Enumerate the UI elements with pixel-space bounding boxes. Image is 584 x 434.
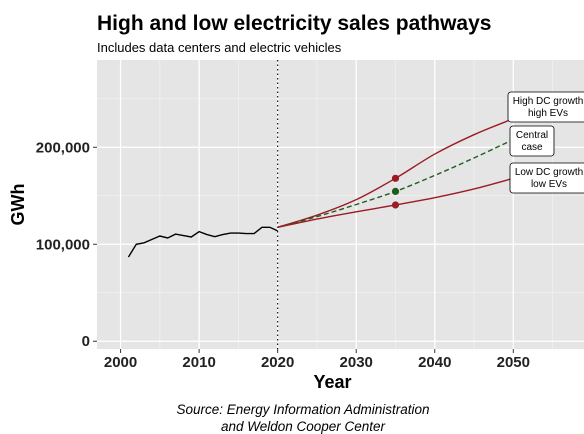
plot-panel bbox=[97, 60, 584, 349]
annotation-text-low: low EVs bbox=[531, 179, 567, 190]
data-point-central bbox=[391, 187, 400, 196]
x-axis: 2000 2010 2020 2030 2040 2050 bbox=[104, 349, 530, 371]
minor-gridlines bbox=[97, 60, 584, 349]
y-tick-label: 100,000 bbox=[36, 236, 90, 253]
x-tick-label: 2020 bbox=[261, 354, 294, 371]
x-tick-label: 2030 bbox=[340, 354, 373, 371]
data-point-low bbox=[391, 201, 400, 209]
series-line-historical bbox=[127, 226, 278, 258]
y-axis: 0 100,000 200,000 bbox=[36, 139, 97, 350]
annotation-text-low: Low DC growth bbox=[515, 167, 583, 178]
chart-subtitle: Includes data centers and electric vehic… bbox=[97, 40, 342, 55]
major-gridlines bbox=[97, 60, 584, 349]
annotation-box-central bbox=[509, 125, 555, 157]
x-axis-title: Year bbox=[313, 372, 351, 392]
y-axis-title: GWh bbox=[8, 184, 28, 226]
annotation-text-central: case bbox=[521, 142, 543, 153]
x-tick-label: 2010 bbox=[182, 354, 215, 371]
y-tick-label: 200,000 bbox=[36, 139, 90, 156]
annotation-text-central: Central bbox=[516, 130, 548, 141]
annotation-text-high: High DC growth bbox=[513, 96, 584, 107]
caption-line-1: Source: Energy Information Administratio… bbox=[176, 402, 429, 417]
series-layer bbox=[127, 115, 517, 258]
caption-line-2: and Weldon Cooper Center bbox=[221, 419, 386, 434]
chart-title: High and low electricity sales pathways bbox=[97, 12, 491, 35]
annotation-text-high: high EVs bbox=[528, 108, 568, 119]
x-tick-label: 2040 bbox=[418, 354, 451, 371]
data-point-high bbox=[391, 174, 400, 182]
annotation-box-low bbox=[509, 162, 584, 194]
x-tick-label: 2000 bbox=[104, 354, 137, 371]
annotation-box-high bbox=[507, 91, 584, 123]
y-tick-label: 0 bbox=[82, 333, 90, 350]
x-tick-label: 2050 bbox=[497, 354, 530, 371]
